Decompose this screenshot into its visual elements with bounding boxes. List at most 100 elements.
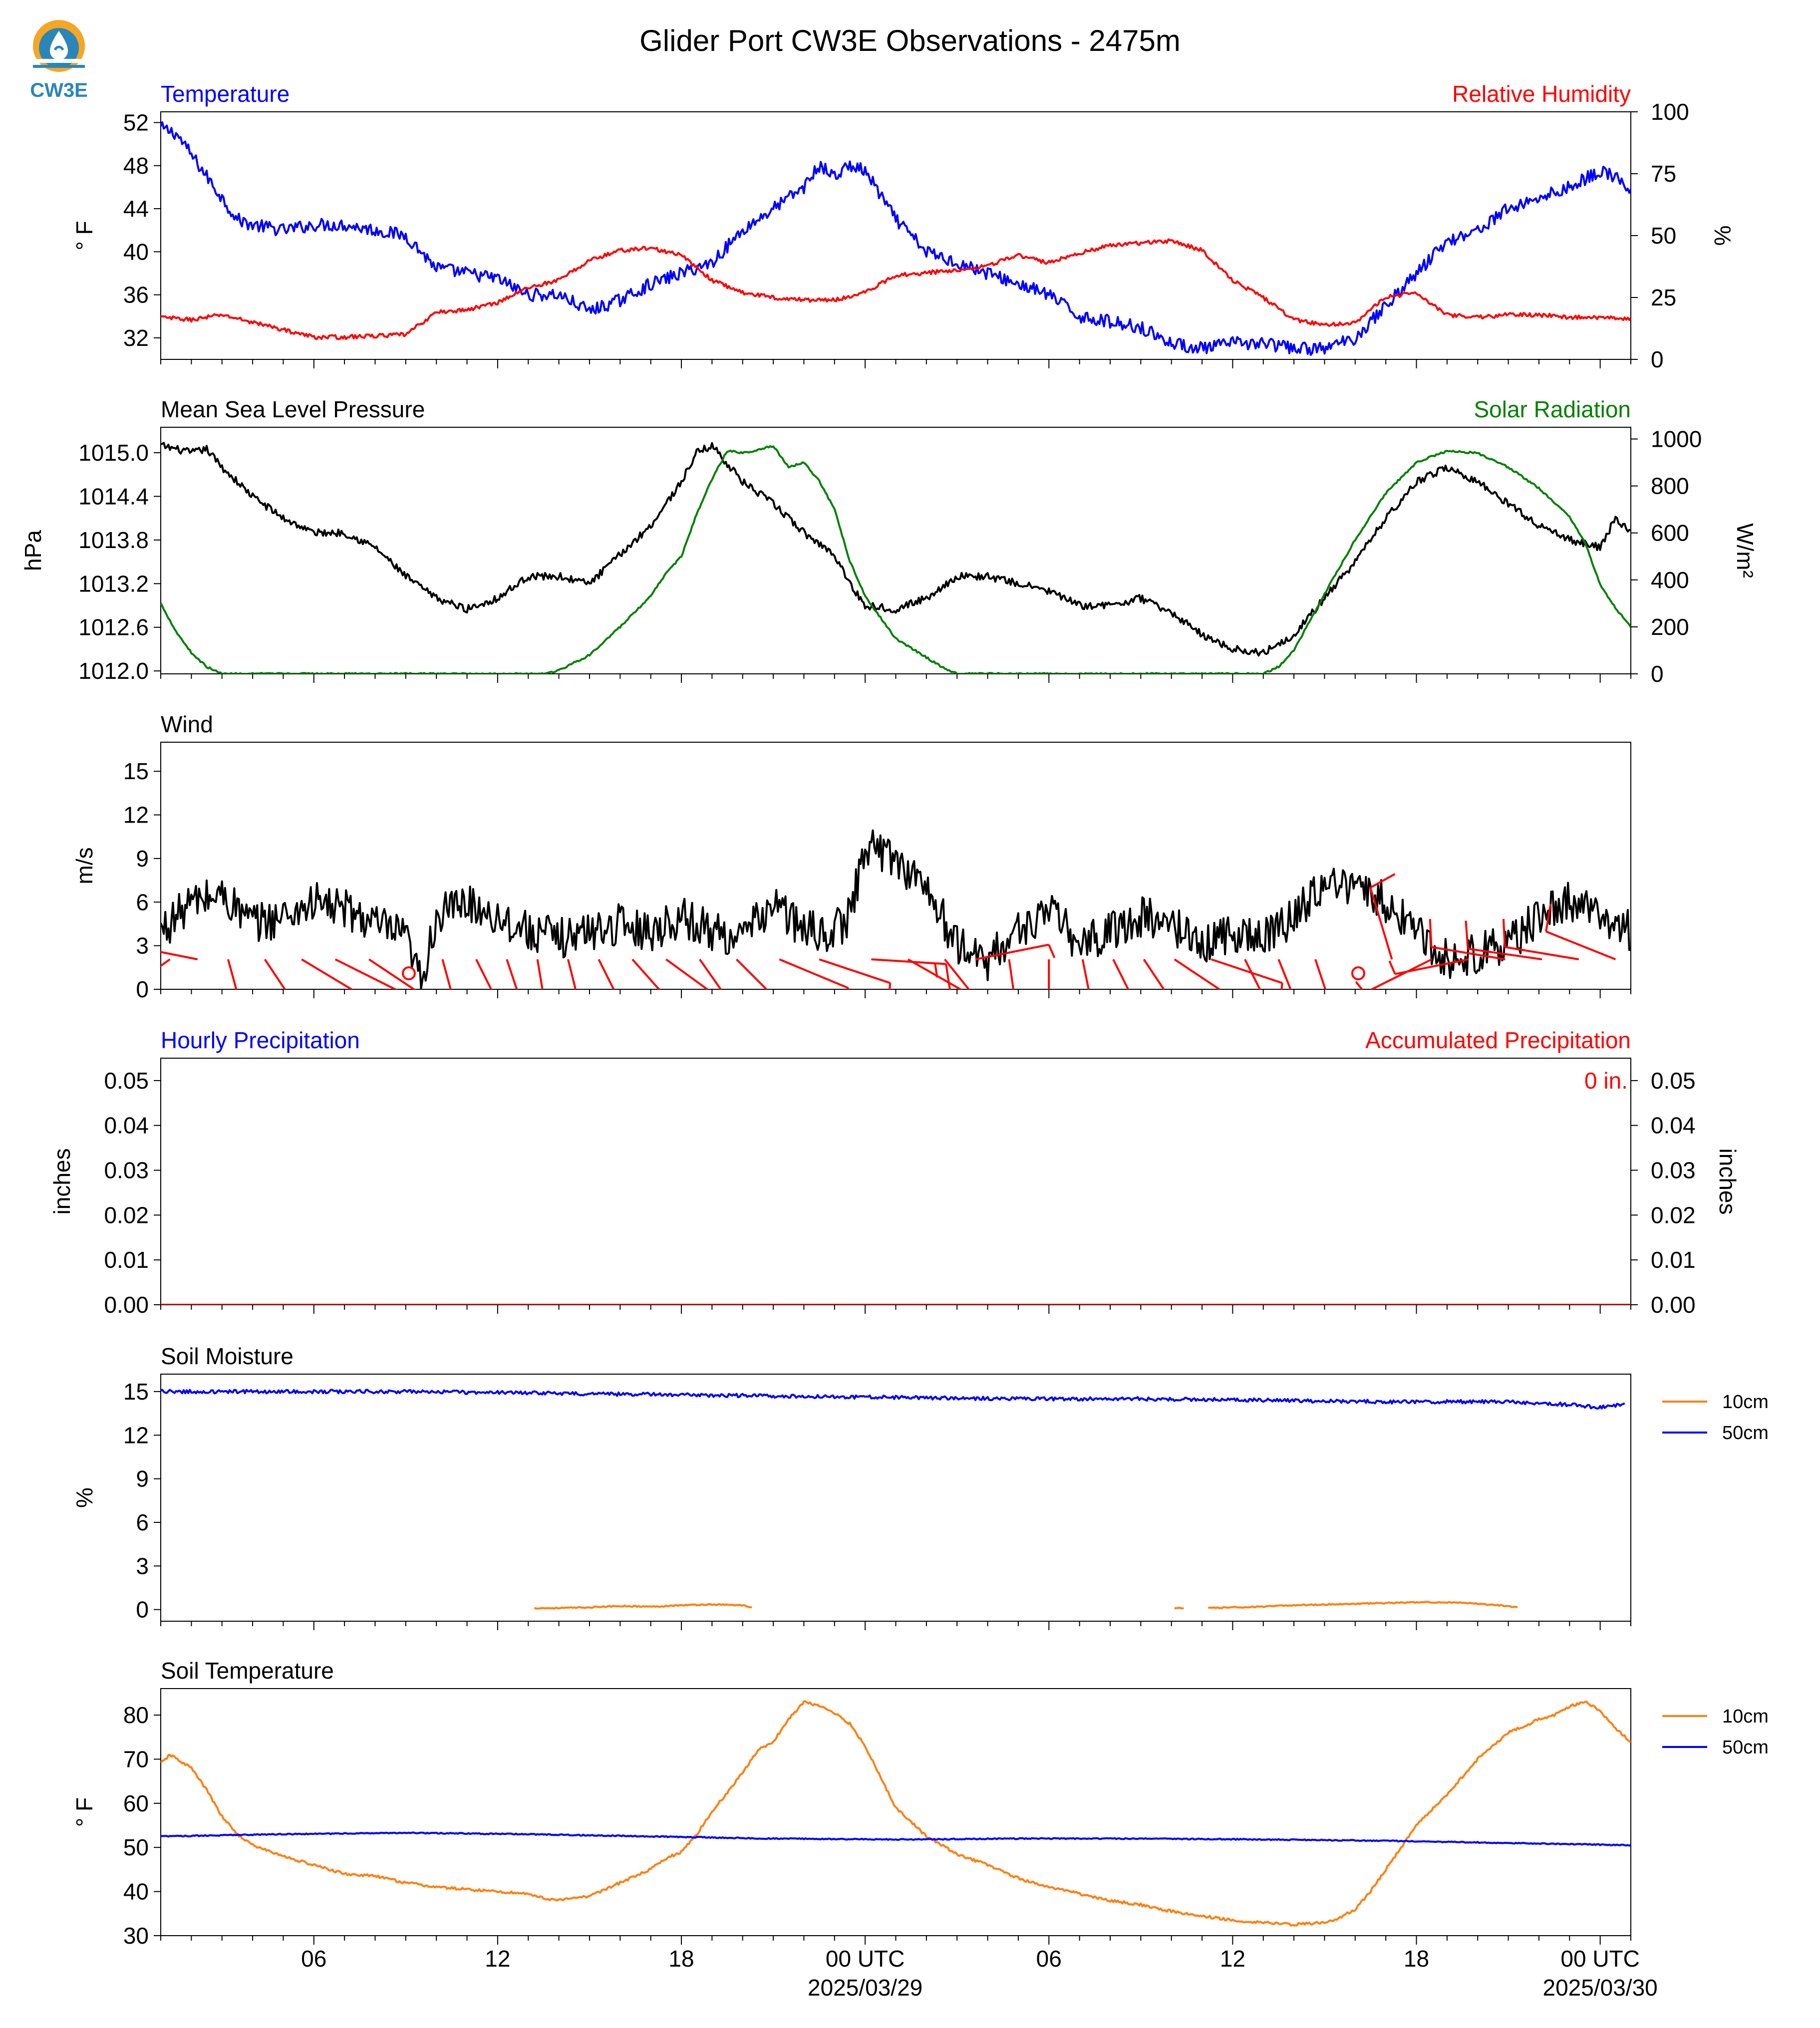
panel-title-right: Relative Humidity: [1452, 81, 1631, 107]
x-tick-label: 06: [1036, 1946, 1062, 1972]
wind-barb-half-flag: [1388, 960, 1396, 975]
series-line-soil-50cm: [161, 1389, 1625, 1410]
wind-barb-flag: [1370, 873, 1396, 889]
x-tick-label: 18: [1404, 1946, 1429, 1972]
wind-barb: [1314, 959, 1327, 989]
panel-soil-temperature: Soil Temperature 30 40 50 60 70 80 ° F 10cm 50cm: [71, 1658, 1769, 1949]
wind-barb: [161, 951, 198, 960]
series-line-pressure: [161, 442, 1631, 657]
wind-barb: [441, 959, 452, 989]
y-tick-label-right: 0: [1651, 661, 1664, 687]
wind-barb-half-flag: [1280, 983, 1283, 989]
panel-title-left: Wind: [161, 711, 213, 737]
panel-soil-moisture: Soil Moisture 0 3 6 9 12 15% 10cm 50cm: [71, 1343, 1769, 1630]
x-tick-label: 00 UTC: [1560, 1946, 1639, 1972]
y-tick-label-right: 600: [1651, 520, 1689, 546]
x-tick-date-label: 2025/03/30: [1543, 1975, 1658, 2001]
wind-barb: [334, 958, 398, 989]
y-tick-label: 0.00: [104, 1292, 149, 1318]
wind-barb: [1008, 959, 1015, 989]
y-axis-label: ° F: [71, 221, 97, 250]
y-tick-label: 36: [123, 282, 149, 308]
y-tick-label: 1013.2: [78, 571, 149, 596]
panel-title-right: Solar Radiation: [1474, 396, 1631, 422]
x-tick-label: 18: [668, 1946, 694, 1972]
panel-pressure-solar: Mean Sea Level Pressure Solar Radiation 10…: [20, 396, 1758, 687]
series-line-soil-50cm: [161, 1831, 1631, 1847]
y-tick-label: 80: [123, 1702, 149, 1728]
y-tick-label-right: 800: [1651, 473, 1689, 499]
y-tick-label: 3: [136, 1553, 149, 1579]
wind-barb: [1545, 930, 1616, 960]
y-tick-label: 40: [123, 1879, 149, 1905]
series-line-soil-10cm: [161, 1700, 1631, 1927]
y-axis-label: m/s: [71, 847, 97, 884]
y-tick-label-right: 0.03: [1651, 1158, 1696, 1183]
wind-barb-half-flag: [1048, 944, 1056, 958]
x-tick-label: 00 UTC: [826, 1946, 905, 1972]
y-tick-label-right: 0.02: [1651, 1202, 1696, 1228]
y-tick-label-right: 0.01: [1651, 1247, 1696, 1273]
figure-title: Glider Port CW3E Observations - 2475m: [639, 24, 1181, 57]
y-tick-label: 9: [136, 1466, 149, 1492]
wind-barb: [1395, 958, 1469, 975]
y-tick-label-right: 200: [1651, 614, 1689, 640]
wind-barb-calm: [1351, 966, 1365, 980]
wind-barb: [1369, 958, 1433, 989]
panel-precipitation: Hourly Precipitation Accumulated Precipit…: [49, 1027, 1741, 1318]
wind-barb-flag: [1545, 903, 1552, 932]
accumulated-precip-value: 0 in.: [1584, 1068, 1628, 1094]
y-tick-label-right: 1000: [1651, 426, 1702, 452]
wind-barb: [1112, 959, 1130, 989]
series-line-solar: [161, 445, 1631, 674]
y-tick-label: 60: [123, 1790, 149, 1816]
wind-barb: [598, 959, 615, 989]
x-tick-label: 12: [485, 1946, 510, 1972]
y-tick-label: 52: [123, 110, 149, 136]
wind-barb: [779, 958, 849, 989]
y-tick-label: 3: [136, 933, 149, 959]
y-tick-label-right: 50: [1651, 223, 1676, 249]
series-line-wind: [161, 829, 1631, 989]
y-tick-label: 40: [123, 239, 149, 265]
shared-x-axis: 06 12 18 00 UTC 2025/03/29 06 12 18 00 UTC 2025/0…: [301, 1946, 1658, 2001]
y-tick-label: 44: [123, 196, 149, 222]
y-tick-label: 0: [136, 1597, 149, 1623]
wind-barb: [475, 959, 493, 989]
wind-barb: [1505, 946, 1579, 960]
x-tick-label: 12: [1220, 1946, 1245, 1972]
series-line-soil-10cm: [1174, 1607, 1184, 1610]
logo-text: CW3E: [30, 79, 88, 101]
series-line-temperature: [161, 121, 1631, 356]
wind-barb: [944, 958, 970, 989]
y-tick-label: 0.03: [104, 1158, 149, 1183]
wind-barb: [699, 958, 722, 989]
y-tick-label: 0.04: [104, 1113, 149, 1139]
series-line-soil-10cm: [1208, 1601, 1518, 1609]
y-axis-label-right: %: [1710, 226, 1736, 246]
wind-barb: [506, 959, 518, 989]
y-tick-label: 70: [123, 1746, 149, 1772]
wind-barbs: [161, 873, 1616, 989]
cw3e-logo: CW3E: [30, 20, 88, 101]
legend: 10cm 50cm: [1662, 1706, 1769, 1758]
y-tick-label: 1013.8: [78, 527, 149, 553]
y-tick-label: 1014.4: [78, 483, 149, 509]
panel-title-left: Temperature: [161, 81, 290, 107]
y-tick-label: 6: [136, 1509, 149, 1535]
wind-barb-flag: [945, 964, 951, 989]
y-tick-label-right: 0.05: [1651, 1068, 1696, 1094]
y-tick-label-right: 75: [1651, 161, 1676, 187]
panel-title-left: Soil Moisture: [161, 1343, 294, 1369]
wind-barb: [1468, 947, 1542, 960]
wind-barb: [1211, 958, 1283, 984]
y-tick-label-right: 0.00: [1651, 1292, 1696, 1318]
y-tick-label: 30: [123, 1923, 149, 1949]
wind-barb: [1143, 958, 1165, 989]
legend-label: 10cm: [1722, 1706, 1769, 1727]
y-axis-label: ° F: [71, 1797, 97, 1827]
panel-wind: Wind 0 3 6 9 12 15 m/s: [71, 711, 1631, 1002]
y-tick-label: 15: [123, 1379, 149, 1405]
